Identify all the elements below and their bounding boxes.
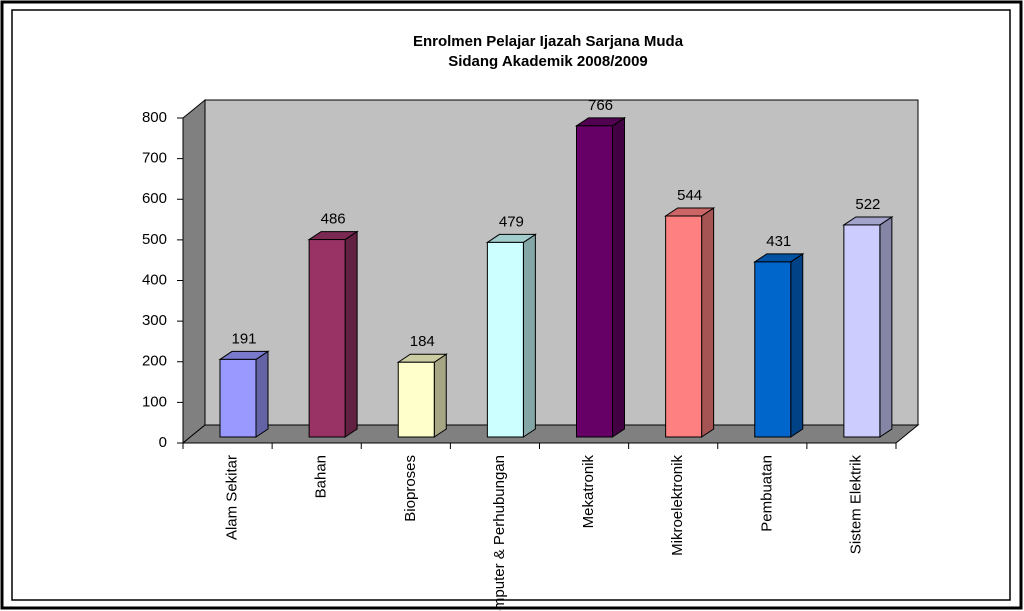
bar [576, 125, 613, 438]
inner-frame [11, 9, 1011, 601]
x-tick-label: Mekatronik [580, 455, 597, 529]
data-label: 544 [677, 187, 702, 204]
y-tick-label: 0 [159, 434, 167, 451]
bar [308, 239, 346, 438]
x-tick-label: Mikroelektronik [669, 455, 686, 556]
bar-side [344, 230, 358, 438]
x-tick-label: Pembuatan [758, 455, 775, 532]
y-tick-label: 500 [142, 231, 167, 248]
x-tick-label: Alam Sekitar [224, 455, 241, 540]
x-tick-label: Bioproses [402, 455, 419, 522]
y-tick-label: 800 [142, 109, 167, 126]
data-label: 486 [321, 211, 346, 228]
data-label: 522 [855, 196, 880, 213]
data-label: 184 [410, 333, 435, 350]
x-tick-label: Komputer & Perhubungan [491, 455, 508, 611]
chart-title: Enrolmen Pelajar Ijazah Sarjana Muda [413, 33, 684, 50]
y-tick-label: 100 [142, 393, 167, 410]
bar [665, 215, 703, 438]
bar [843, 224, 881, 438]
y-tick-label: 600 [142, 190, 167, 207]
x-tick-label: Sistem Elektrik [847, 455, 864, 555]
y-tick-label: 300 [142, 312, 167, 329]
bar [397, 361, 435, 438]
y-tick-label: 200 [142, 353, 167, 370]
bar-side [612, 116, 625, 438]
bar-side [522, 233, 536, 438]
bar-side [255, 350, 269, 438]
bar [486, 241, 524, 438]
bar-side [879, 216, 893, 438]
y-tick-label: 700 [142, 150, 167, 167]
data-label: 431 [766, 233, 791, 250]
side-wall [182, 98, 206, 445]
floor [181, 424, 920, 444]
bar-side [701, 207, 715, 438]
data-label: 479 [499, 213, 524, 230]
bar [219, 358, 257, 438]
data-label: 191 [231, 330, 256, 347]
bar [754, 261, 792, 438]
bar-side [433, 353, 447, 438]
bar-side [790, 252, 804, 438]
chart-subtitle: Sidang Akademik 2008/2009 [448, 53, 648, 70]
x-tick-label: Bahan [313, 455, 330, 498]
y-tick-label: 400 [142, 271, 167, 288]
data-label: 766 [588, 97, 613, 114]
